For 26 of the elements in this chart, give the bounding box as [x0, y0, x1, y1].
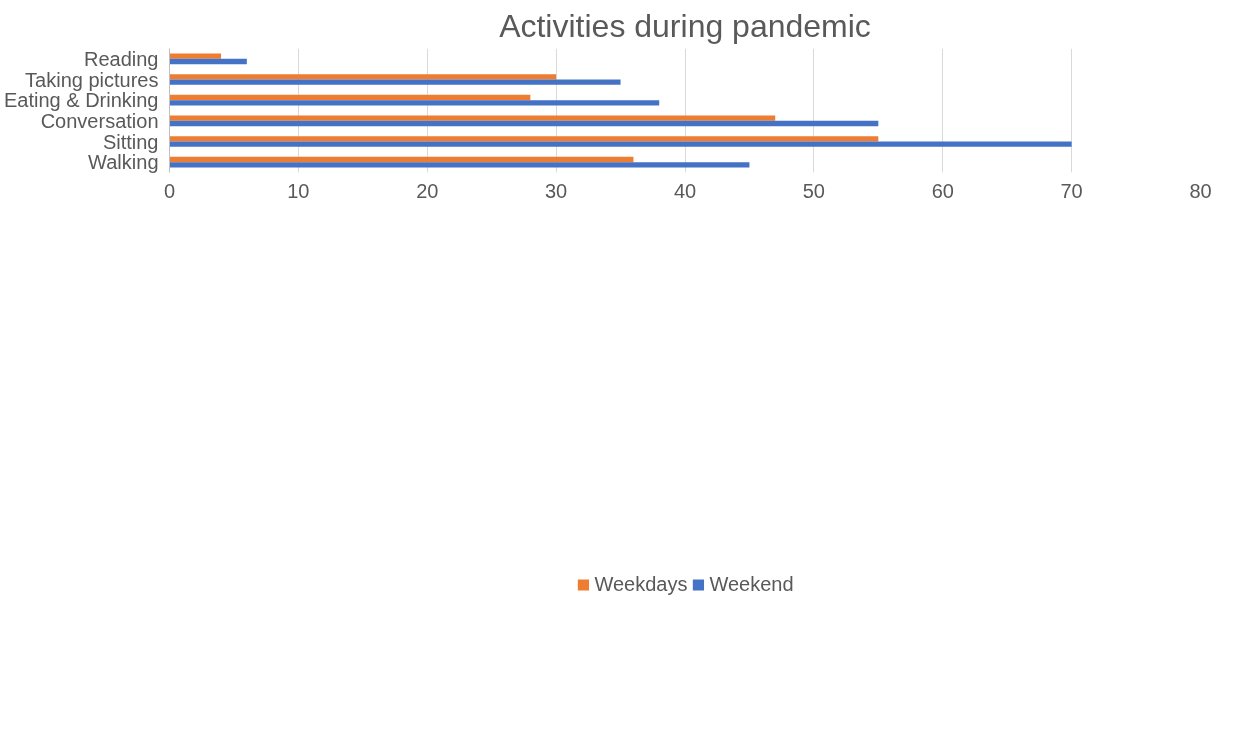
x-tick-label: 0 [163, 179, 176, 202]
x-tick-label: 30 [545, 179, 568, 202]
y-tick-label: Reading [84, 47, 159, 70]
bar [169, 79, 621, 85]
x-tick-label: 40 [673, 179, 697, 202]
x-tick-label: 70 [1060, 179, 1083, 202]
bar [169, 115, 776, 121]
chart-title: Activities during pandemic [499, 7, 871, 44]
legend-label: Weekend [709, 572, 794, 596]
x-tick-label: 20 [416, 179, 439, 202]
legend-label: Weekdays [594, 572, 688, 596]
bar [169, 162, 750, 168]
bar [169, 53, 222, 59]
y-tick-label: Sitting [102, 130, 159, 153]
x-tick-label: 60 [931, 179, 954, 202]
bar [169, 58, 247, 65]
bar [169, 120, 879, 127]
x-tick-label: 10 [287, 179, 310, 202]
bar [169, 100, 660, 106]
bar [169, 141, 1072, 147]
x-tick-label: 80 [1189, 179, 1212, 202]
bar [169, 136, 879, 142]
x-tick-label: 50 [802, 179, 825, 202]
bar [169, 94, 531, 101]
bar [169, 156, 634, 163]
bar [169, 74, 557, 80]
